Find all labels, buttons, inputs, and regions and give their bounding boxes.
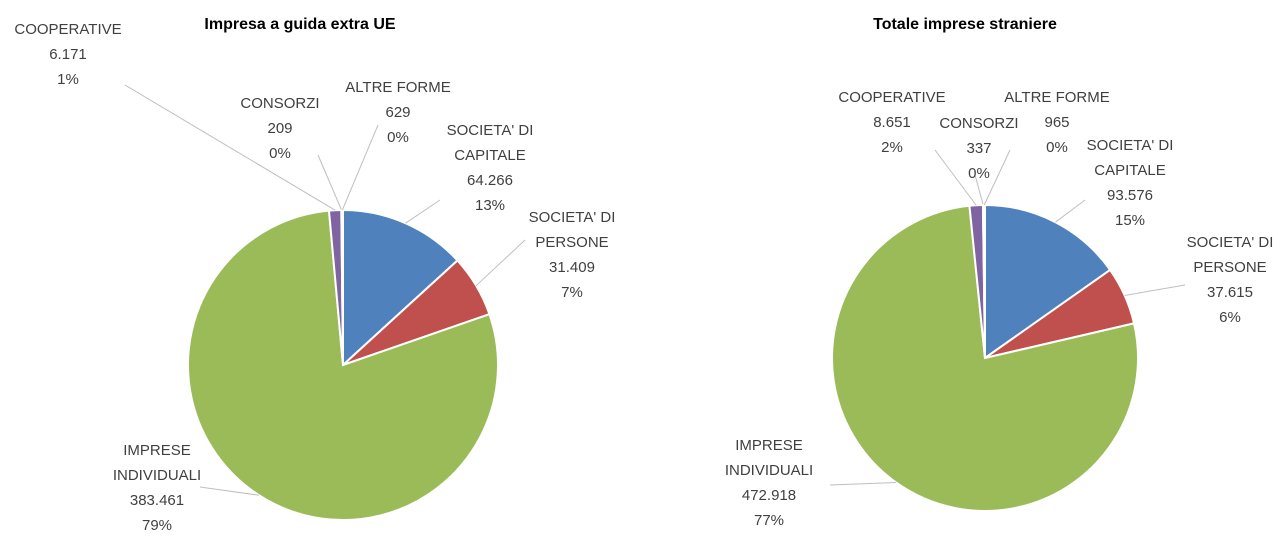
slice-label: ALTRE FORME 965 0% [1001,85,1113,160]
percentage-label: 7% [561,284,583,301]
category-label: SOCIETA' DI PERSONE [528,209,616,251]
leader-line [341,124,379,211]
category-label: SOCIETA' DI CAPITALE [446,122,534,164]
percentage-label: 13% [474,197,506,214]
category-label: CONSORZI [939,115,1019,132]
value-label: 31.409 [549,259,595,276]
category-label: COOPERATIVE [14,21,122,38]
category-label: ALTRE FORME [345,79,451,96]
value-label: 472.918 [741,487,797,504]
leader-line [199,486,260,496]
pie-slice [342,208,459,368]
pie-slice [187,209,499,521]
category-label: IMPRESE INDIVIDUALI [112,442,202,484]
value-label: 209 [267,120,293,137]
slice-label: SOCIETA' DI PERSONE 31.409 7% [516,205,628,305]
slice-label: ALTRE FORME 629 0% [342,75,454,150]
slice-label: COOPERATIVE 6.171 1% [12,17,124,92]
leader-line [475,239,526,287]
slice-label: SOCIETA' DI PERSONE 37.615 6% [1174,230,1286,330]
value-label: 629 [385,104,411,121]
value-label: 383.461 [129,492,185,509]
leader-line [983,149,1011,206]
value-label: 965 [1044,114,1070,131]
category-label: SOCIETA' DI PERSONE [1186,234,1274,276]
category-label: SOCIETA' DI CAPITALE [1086,137,1174,179]
category-label: CONSORZI [240,95,320,112]
percentage-label: 15% [1114,212,1146,229]
slice-label: COOPERATIVE 8.651 2% [836,85,948,160]
percentage-label: 1% [57,71,79,88]
percentage-label: 2% [881,139,903,156]
value-label: 93.576 [1107,187,1153,204]
percentage-label: 0% [1046,139,1068,156]
value-label: 8.651 [873,114,911,131]
leader-line [124,84,336,211]
leader-line [317,154,342,211]
slice-label: SOCIETA' DI CAPITALE 64.266 13% [434,118,546,218]
value-label: 337 [966,140,992,157]
category-label: COOPERATIVE [838,89,946,106]
leader-line [974,174,984,206]
leader-line [829,482,897,486]
slice-label: CONSORZI 337 0% [923,111,1035,186]
percentage-label: 0% [968,165,990,182]
value-label: 6.171 [49,46,87,63]
leader-line [1124,284,1186,296]
value-label: 64.266 [467,172,513,189]
chart-title: Totale imprese straniere [873,16,1057,33]
category-label: ALTRE FORME [1004,89,1110,106]
percentage-label: 6% [1219,309,1241,326]
leader-line [405,199,441,224]
value-label: 37.615 [1207,284,1253,301]
leader-line [934,149,977,206]
category-label: IMPRESE INDIVIDUALI [724,437,814,479]
slice-label: CONSORZI 209 0% [224,91,336,166]
percentage-label: 0% [387,129,409,146]
pie-slice [831,204,1139,512]
percentage-label: 77% [753,512,785,529]
chart-title: Impresa a guida extra UE [204,16,396,33]
slice-label: SOCIETA' DI CAPITALE 93.576 15% [1074,133,1186,233]
percentage-label: 0% [269,145,291,162]
pie-slice [340,208,344,366]
percentage-label: 79% [141,517,173,534]
leader-line [1055,199,1086,223]
slice-label: IMPRESE INDIVIDUALI 472.918 77% [713,433,825,533]
slice-label: IMPRESE INDIVIDUALI 383.461 79% [101,438,213,538]
pie-slice [984,203,1112,360]
